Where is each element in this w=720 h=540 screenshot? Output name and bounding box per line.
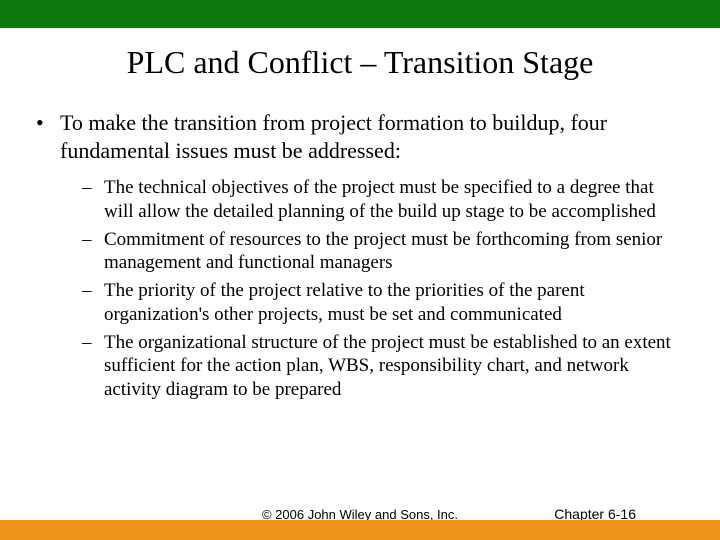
sub-bullet: – The technical objectives of the projec…	[82, 176, 686, 224]
main-bullet-text: To make the transition from project form…	[60, 109, 686, 164]
sub-bullet: – The priority of the project relative t…	[82, 279, 686, 327]
sub-bullet-text: Commitment of resources to the project m…	[104, 228, 686, 276]
sub-bullet: – Commitment of resources to the project…	[82, 228, 686, 276]
dash-marker: –	[82, 176, 104, 224]
bullet-marker: •	[34, 109, 60, 164]
footer-bar	[0, 520, 720, 540]
sub-bullet: – The organizational structure of the pr…	[82, 331, 686, 402]
slide-content: • To make the transition from project fo…	[0, 109, 720, 402]
header-bar	[0, 0, 720, 28]
sub-bullet-text: The priority of the project relative to …	[104, 279, 686, 327]
sub-bullet-text: The technical objectives of the project …	[104, 176, 686, 224]
dash-marker: –	[82, 331, 104, 402]
dash-marker: –	[82, 228, 104, 276]
dash-marker: –	[82, 279, 104, 327]
main-bullet: • To make the transition from project fo…	[34, 109, 686, 164]
sub-bullet-text: The organizational structure of the proj…	[104, 331, 686, 402]
slide-title: PLC and Conflict – Transition Stage	[0, 44, 720, 81]
sub-bullet-list: – The technical objectives of the projec…	[34, 176, 686, 402]
